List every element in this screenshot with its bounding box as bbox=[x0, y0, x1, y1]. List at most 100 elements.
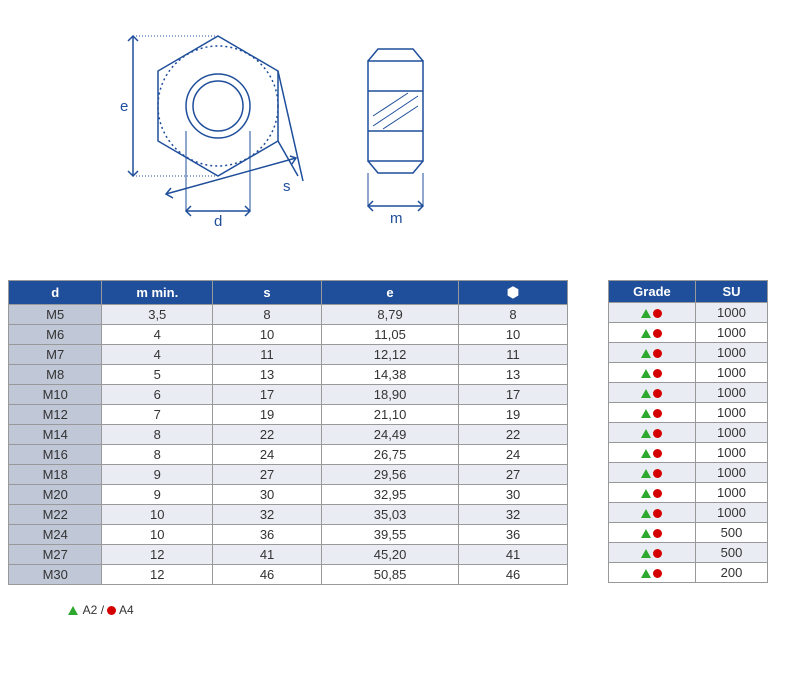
table-cell: M18 bbox=[9, 465, 102, 485]
triangle-green-icon bbox=[641, 369, 651, 378]
table-cell: 22 bbox=[459, 425, 568, 445]
table-cell: 30 bbox=[213, 485, 322, 505]
su-cell: 1000 bbox=[695, 463, 767, 483]
grade-cell bbox=[609, 563, 696, 583]
legend-a4: A4 bbox=[119, 603, 134, 617]
main-col-header: d bbox=[9, 281, 102, 305]
triangle-green-icon bbox=[68, 606, 78, 615]
table-row: M27124145,2041 bbox=[9, 545, 568, 565]
table-row: 500 bbox=[609, 523, 768, 543]
table-row: M1892729,5627 bbox=[9, 465, 568, 485]
circle-red-icon bbox=[653, 329, 662, 338]
table-cell: 8 bbox=[459, 305, 568, 325]
table-cell: 24 bbox=[459, 445, 568, 465]
grade-cell bbox=[609, 463, 696, 483]
table-cell: 29,56 bbox=[321, 465, 458, 485]
triangle-green-icon bbox=[641, 569, 651, 578]
triangle-green-icon bbox=[641, 549, 651, 558]
table-cell: 17 bbox=[459, 385, 568, 405]
technical-diagram: e s d m bbox=[8, 8, 792, 280]
su-cell: 1000 bbox=[695, 423, 767, 443]
table-cell: 46 bbox=[459, 565, 568, 585]
table-row: M22103235,0332 bbox=[9, 505, 568, 525]
side-col-header: SU bbox=[695, 281, 767, 303]
table-row: M24103639,5536 bbox=[9, 525, 568, 545]
circle-red-icon bbox=[653, 509, 662, 518]
table-cell: 3,5 bbox=[102, 305, 213, 325]
legend: A2 / A4 bbox=[68, 603, 792, 617]
table-cell: 27 bbox=[213, 465, 322, 485]
main-col-header: e bbox=[321, 281, 458, 305]
table-cell: 4 bbox=[102, 325, 213, 345]
main-col-header: ⬢ bbox=[459, 281, 568, 305]
table-cell: 17 bbox=[213, 385, 322, 405]
label-s: s bbox=[283, 178, 291, 195]
table-cell: M24 bbox=[9, 525, 102, 545]
triangle-green-icon bbox=[641, 509, 651, 518]
table-cell: M8 bbox=[9, 365, 102, 385]
grade-cell bbox=[609, 383, 696, 403]
grade-cell bbox=[609, 483, 696, 503]
grade-cell bbox=[609, 303, 696, 323]
table-cell: M7 bbox=[9, 345, 102, 365]
grade-cell bbox=[609, 323, 696, 343]
grade-cell bbox=[609, 343, 696, 363]
main-col-header: m min. bbox=[102, 281, 213, 305]
table-cell: 8 bbox=[102, 425, 213, 445]
table-cell: 24 bbox=[213, 445, 322, 465]
table-cell: 11 bbox=[213, 345, 322, 365]
table-cell: 9 bbox=[102, 465, 213, 485]
table-row: M2093032,9530 bbox=[9, 485, 568, 505]
table-cell: 10 bbox=[459, 325, 568, 345]
label-d: d bbox=[214, 213, 222, 230]
su-cell: 1000 bbox=[695, 303, 767, 323]
table-row: 500 bbox=[609, 543, 768, 563]
table-cell: 11 bbox=[459, 345, 568, 365]
triangle-green-icon bbox=[641, 349, 651, 358]
table-cell: 18,90 bbox=[321, 385, 458, 405]
table-row: 1000 bbox=[609, 503, 768, 523]
table-cell: 36 bbox=[213, 525, 322, 545]
grade-cell bbox=[609, 503, 696, 523]
su-cell: 1000 bbox=[695, 363, 767, 383]
table-row: 1000 bbox=[609, 343, 768, 363]
su-cell: 1000 bbox=[695, 443, 767, 463]
table-row: 1000 bbox=[609, 363, 768, 383]
table-row: 1000 bbox=[609, 403, 768, 423]
table-cell: 12 bbox=[102, 565, 213, 585]
table-cell: 14,38 bbox=[321, 365, 458, 385]
grade-cell bbox=[609, 543, 696, 563]
table-cell: 36 bbox=[459, 525, 568, 545]
su-cell: 200 bbox=[695, 563, 767, 583]
table-row: M641011,0510 bbox=[9, 325, 568, 345]
table-row: M30124650,8546 bbox=[9, 565, 568, 585]
grade-cell bbox=[609, 423, 696, 443]
grade-cell bbox=[609, 523, 696, 543]
table-cell: 7 bbox=[102, 405, 213, 425]
triangle-green-icon bbox=[641, 489, 651, 498]
table-cell: M10 bbox=[9, 385, 102, 405]
table-cell: M5 bbox=[9, 305, 102, 325]
triangle-green-icon bbox=[641, 309, 651, 318]
table-row: 1000 bbox=[609, 423, 768, 443]
su-cell: 1000 bbox=[695, 503, 767, 523]
triangle-green-icon bbox=[641, 449, 651, 458]
table-cell: M14 bbox=[9, 425, 102, 445]
table-cell: M30 bbox=[9, 565, 102, 585]
table-row: 1000 bbox=[609, 303, 768, 323]
main-col-header: s bbox=[213, 281, 322, 305]
table-row: M1482224,4922 bbox=[9, 425, 568, 445]
table-cell: 4 bbox=[102, 345, 213, 365]
table-cell: M27 bbox=[9, 545, 102, 565]
circle-red-icon bbox=[653, 489, 662, 498]
legend-sep: / bbox=[101, 603, 108, 617]
table-row: M1682426,7524 bbox=[9, 445, 568, 465]
table-cell: 19 bbox=[213, 405, 322, 425]
table-row: 1000 bbox=[609, 323, 768, 343]
hexagon-icon: ⬢ bbox=[507, 284, 519, 301]
table-cell: M16 bbox=[9, 445, 102, 465]
side-col-header: Grade bbox=[609, 281, 696, 303]
table-cell: 10 bbox=[102, 505, 213, 525]
circle-red-icon bbox=[653, 449, 662, 458]
triangle-green-icon bbox=[641, 389, 651, 398]
